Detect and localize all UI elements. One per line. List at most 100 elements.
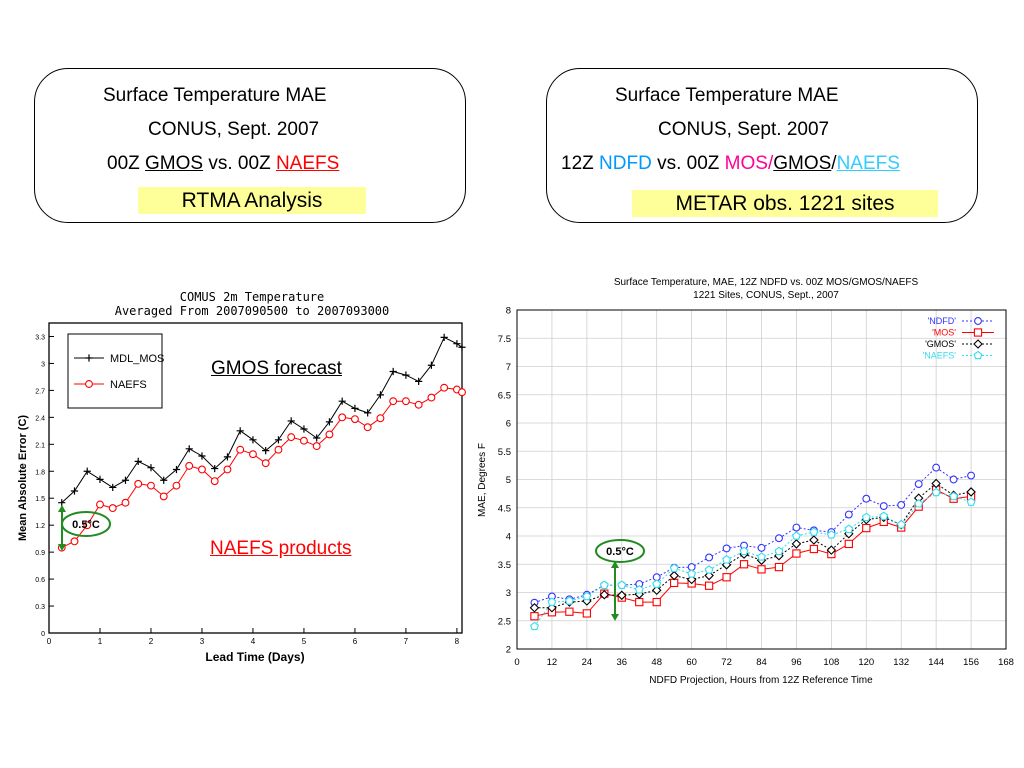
- right-point-naefs-11: [722, 555, 732, 564]
- right-legend-marker-3: [973, 350, 983, 360]
- left-x-tick-label-2: 2: [149, 637, 154, 646]
- left-point-mdlmos-30: [440, 333, 448, 341]
- right-point-ndfd-20: [879, 502, 888, 511]
- left-header-line3: 00Z GMOS vs. 00Z NAEFS: [107, 153, 339, 175]
- right-point-naefs-20: [879, 511, 889, 521]
- right-header-box: Surface Temperature MAE CONUS, Sept. 200…: [546, 68, 978, 223]
- left-x-tick-label-0: 0: [47, 637, 52, 646]
- right-slash-2: /: [831, 153, 837, 174]
- right-point-mos-11: [722, 573, 731, 582]
- right-point-naefs-25: [966, 497, 976, 506]
- left-point-naefs-26: [389, 397, 398, 406]
- left-point-mdlmos-10: [185, 445, 193, 453]
- right-header-line3: 12Z NDFD vs. 00Z MOS/GMOS/NAEFS: [561, 153, 900, 175]
- right-half-degree-marker: 0.5°C: [595, 539, 645, 621]
- right-mos-label: MOS: [724, 153, 768, 174]
- left-half-degree-label: 0.5°C: [72, 519, 100, 531]
- left-point-mdlmos-2: [83, 467, 91, 475]
- right-point-ndfd-22: [914, 480, 923, 488]
- right-point-ndfd-19: [862, 494, 871, 503]
- left-point-naefs-11: [198, 465, 206, 474]
- left-chart-subtitle: Averaged From 2007090500 to 2007093000: [115, 304, 390, 318]
- left-point-mdlmos-18: [287, 417, 295, 425]
- right-legend-marker-2: [973, 339, 983, 349]
- left-point-mdlmos-9: [172, 465, 181, 474]
- left-point-naefs-21: [325, 430, 334, 439]
- right-arrow-head-up: [611, 561, 619, 568]
- right-y-tick-label-8: 6: [506, 419, 511, 430]
- left-chart: COMUS 2m Temperature Averaged From 20070…: [17, 290, 466, 664]
- left-x-tick-label-3: 3: [200, 637, 205, 646]
- right-point-gmos-23: [931, 478, 941, 489]
- left-point-mdlmos-29: [427, 361, 436, 369]
- left-header-box: Surface Temperature MAE CONUS, Sept. 200…: [34, 68, 466, 223]
- left-legend-label-0: MDL_MOS: [110, 353, 164, 365]
- right-y-tick-label-4: 4: [506, 532, 511, 543]
- right-x-tick-label-0: 0: [514, 657, 519, 668]
- right-point-naefs-6: [634, 585, 644, 594]
- right-point-ndfd-21: [897, 500, 906, 509]
- right-point-mos-16: [809, 544, 819, 554]
- right-point-naefs-4: [599, 580, 609, 589]
- right-x-tick-label-10: 120: [858, 657, 874, 668]
- right-plot-frame: [516, 309, 1007, 650]
- left-point-mdlmos-12: [211, 464, 219, 473]
- right-point-naefs-24: [949, 491, 959, 501]
- right-chart-title: Surface Temperature, MAE, 12Z NDFD vs. 0…: [614, 277, 919, 288]
- left-point-naefs-16: [261, 459, 270, 468]
- right-x-tick-label-9: 108: [823, 657, 839, 668]
- left-point-naefs-4: [108, 504, 117, 513]
- left-x-tick-label-4: 4: [251, 637, 256, 646]
- left-y-tick-label-10: 3: [41, 361, 45, 368]
- left-point-naefs-15: [249, 450, 257, 459]
- right-line3-mid: vs. 00Z: [651, 153, 725, 174]
- left-x-tick-label-6: 6: [353, 637, 358, 646]
- right-point-ndfd-11: [722, 544, 731, 553]
- left-point-naefs-17: [274, 445, 283, 454]
- right-y-tick-label-5: 4.5: [498, 503, 511, 514]
- right-point-gmos-25: [966, 487, 976, 497]
- left-point-mdlmos-19: [300, 425, 308, 433]
- right-y-tick-label-11: 7.5: [498, 334, 511, 345]
- right-point-mos-0: [530, 612, 539, 621]
- left-header-line2: CONUS, Sept. 2007: [148, 119, 320, 140]
- left-point-naefs-9: [172, 481, 181, 490]
- left-y-axis-label: Mean Absolute Error (C): [17, 415, 29, 541]
- right-half-degree-label: 0.5°C: [606, 546, 634, 558]
- left-y-tick-label-11: 3.3: [35, 334, 45, 341]
- right-ndfd-label: NDFD: [599, 153, 652, 174]
- left-x-tick-label-5: 5: [302, 637, 307, 646]
- right-point-gmos-16: [809, 535, 819, 545]
- right-legend-label-1: 'MOS': [932, 328, 956, 338]
- right-y-tick-label-9: 6.5: [498, 390, 511, 401]
- right-point-gmos-0: [529, 602, 540, 613]
- left-point-naefs-19: [299, 436, 308, 445]
- left-header-line1: Surface Temperature MAE: [103, 85, 327, 106]
- left-point-naefs-7: [147, 481, 155, 490]
- left-x-tick-label-1: 1: [98, 637, 103, 646]
- right-x-tick-label-2: 24: [582, 657, 593, 668]
- left-point-mdlmos-11: [198, 452, 206, 460]
- right-y-tick-label-10: 7: [506, 362, 511, 373]
- right-point-ndfd-25: [967, 471, 976, 480]
- left-y-tick-label-1: 0.3: [35, 604, 45, 611]
- naefs-products-annotation: NAEFS products: [210, 538, 352, 559]
- left-point-mdlmos-17: [274, 436, 283, 444]
- right-point-mos-15: [792, 549, 801, 558]
- right-point-mos-7: [652, 597, 661, 607]
- right-legend-marker-0: [974, 317, 982, 325]
- right-legend-label-0: 'NDFD': [928, 316, 957, 326]
- left-point-naefs-29: [427, 393, 436, 402]
- right-header-line2: CONUS, Sept. 2007: [658, 119, 830, 140]
- right-point-naefs-15: [791, 531, 801, 540]
- right-point-naefs-21: [896, 520, 906, 529]
- left-naefs-label: NAEFS: [275, 153, 340, 174]
- right-legend-label-2: 'GMOS': [925, 339, 956, 349]
- left-point-naefs-27: [401, 397, 410, 406]
- right-y-tick-label-2: 3: [506, 588, 511, 599]
- right-point-naefs-10: [704, 565, 714, 574]
- right-point-naefs-8: [669, 563, 679, 572]
- right-x-tick-label-14: 168: [998, 657, 1014, 668]
- right-x-tick-label-13: 156: [963, 657, 979, 668]
- left-point-mdlmos-32: [458, 343, 466, 351]
